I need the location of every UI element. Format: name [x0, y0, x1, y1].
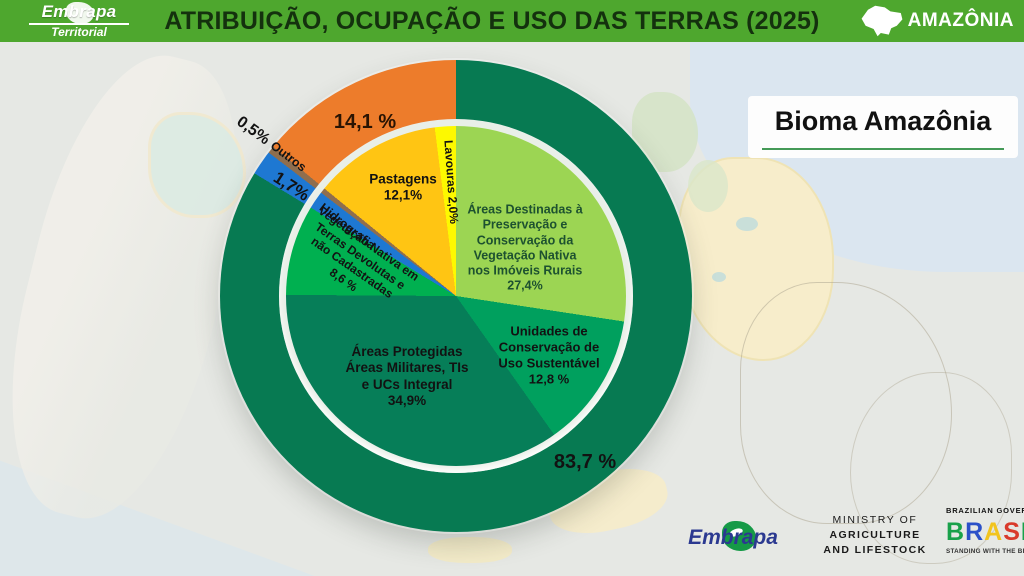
embrapa-territorial-logo: Embrapa Territorial [14, 1, 144, 41]
territorial-label: Territorial [51, 25, 107, 39]
page-title: ATRIBUIÇÃO, OCUPAÇÃO E USO DAS TERRAS (2… [164, 6, 820, 35]
gov-tagline: STANDING WITH THE BRAZILIAN PEOPLE [946, 548, 1024, 555]
header-bar: Embrapa Territorial ATRIBUIÇÃO, OCUPAÇÃO… [0, 0, 1024, 42]
label-outer-vegetation-pct: 83,7 % [553, 450, 617, 473]
brazil-map-icon [856, 4, 904, 38]
embrapa-symbol-icon [66, 2, 94, 24]
forest-patch [688, 160, 728, 212]
lake-patch [712, 272, 726, 282]
bioma-title: Bioma Amazônia [774, 106, 992, 136]
embrapa-symbol-icon [722, 521, 756, 551]
inner-pie [286, 126, 626, 466]
embrapa-footer-logo: Embrapa [668, 519, 798, 559]
lake-patch [736, 217, 758, 231]
government-logo: BRAZILIAN GOVERNMENT BRASIL STANDING WIT… [946, 505, 1024, 556]
state-border-line [850, 372, 1012, 564]
bioma-panel: Bioma Amazônia [748, 96, 1018, 158]
logo-divider [29, 23, 129, 25]
amazonia-label: AMAZÔNIA [907, 10, 1014, 31]
embrapa-footer-wordmark: Embrapa [688, 526, 778, 549]
label-outer-agriculture-pct: 14,1 % [333, 110, 397, 133]
landuse-patch [428, 537, 512, 563]
footer-logos: Embrapa MINISTRY OF AGRICULTURE AND LIFE… [650, 505, 1024, 576]
label-slice-areas-protegidas: Áreas Protegidas Áreas Militares, TIs e … [345, 344, 469, 409]
ministry-line1: MINISTRY OF [832, 514, 918, 526]
label-slice-areas-destinadas: Áreas Destinadas à Preservação e Conserv… [467, 202, 583, 293]
gov-header: BRAZILIAN GOVERNMENT [946, 506, 1024, 515]
label-slice-unidades-conservacao: Unidades de Conservação de Uso Sustentáv… [498, 323, 600, 386]
ministry-logo: MINISTRY OF AGRICULTURE AND LIFESTOCK [810, 513, 940, 558]
gov-logo-brasil: BRASIL [946, 518, 1024, 546]
ministry-lines: AGRICULTURE AND LIFESTOCK [823, 529, 927, 556]
label-slice-pastagens: Pastagens 12,1% [369, 171, 437, 203]
bioma-underline [762, 148, 1004, 150]
amazonia-badge: AMAZÔNIA [856, 4, 1014, 38]
embrapa-logo-text: Embrapa [41, 2, 117, 21]
biome-map-patch [148, 112, 246, 218]
